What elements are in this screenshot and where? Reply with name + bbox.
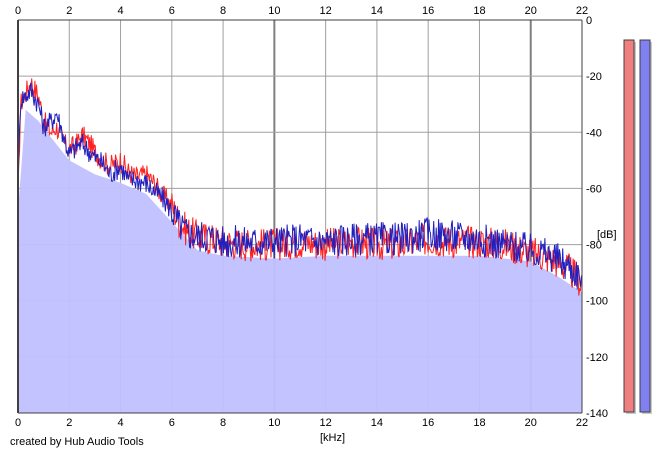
x-tick-label-top: 14 — [371, 5, 383, 17]
area-layer — [18, 109, 582, 414]
x-tick-label-bottom: 18 — [473, 417, 485, 429]
y-tick-label: -100 — [586, 296, 608, 308]
x-tick-label-bottom: 4 — [117, 417, 123, 429]
x-tick-label-bottom: 8 — [220, 417, 226, 429]
series-line — [17, 78, 583, 296]
level-meter-bar — [623, 39, 635, 413]
level-meter-bar — [639, 39, 651, 413]
series-layer — [17, 78, 583, 296]
x-tick-label-bottom: 2 — [66, 417, 72, 429]
y-tick-labels: 0 -20 -40 -60 -80 -100 -120 -140 — [586, 15, 608, 420]
x-tick-label-bottom: 10 — [268, 417, 280, 429]
x-tick-label-top: 0 — [15, 5, 21, 17]
x-tick-label-top: 12 — [320, 5, 332, 17]
y-axis-unit: [dB] — [597, 229, 617, 241]
x-tick-label-bottom: 14 — [371, 417, 383, 429]
x-tick-labels-bottom: 0 2 4 6 8 10 12 14 16 18 20 22 — [15, 417, 588, 429]
axes — [17, 19, 583, 414]
x-tick-label-top: 10 — [268, 5, 280, 17]
x-axis-unit: [kHz] — [320, 432, 345, 444]
x-tick-label-top: 16 — [422, 5, 434, 17]
x-tick-label-bottom: 6 — [169, 417, 175, 429]
x-tick-label-top: 8 — [220, 5, 226, 17]
y-tick-label: -140 — [586, 408, 608, 420]
x-tick-label-bottom: 22 — [576, 417, 588, 429]
x-tick-label-bottom: 12 — [320, 417, 332, 429]
y-tick-label: 0 — [586, 15, 592, 27]
spectrum-area — [18, 109, 582, 414]
x-tick-labels-top: 0 2 4 6 8 10 12 14 16 18 20 22 — [15, 5, 588, 17]
credit-text: created by Hub Audio Tools — [10, 436, 144, 448]
level-meters — [623, 39, 652, 414]
x-tick-label-bottom: 16 — [422, 417, 434, 429]
x-tick-label-top: 18 — [473, 5, 485, 17]
y-tick-label: -120 — [586, 352, 608, 364]
x-tick-label-top: 6 — [169, 5, 175, 17]
x-tick-label-top: 20 — [525, 5, 537, 17]
y-tick-label: -40 — [586, 127, 602, 139]
x-tick-label-top: 2 — [66, 5, 72, 17]
x-tick-label-bottom: 0 — [15, 417, 21, 429]
y-tick-label: -60 — [586, 183, 602, 195]
x-tick-label-top: 22 — [576, 5, 588, 17]
series-line — [17, 82, 583, 290]
x-tick-label-bottom: 20 — [525, 417, 537, 429]
y-tick-label: -20 — [586, 71, 602, 83]
y-tick-label: -80 — [586, 240, 602, 252]
x-tick-label-top: 4 — [117, 5, 123, 17]
